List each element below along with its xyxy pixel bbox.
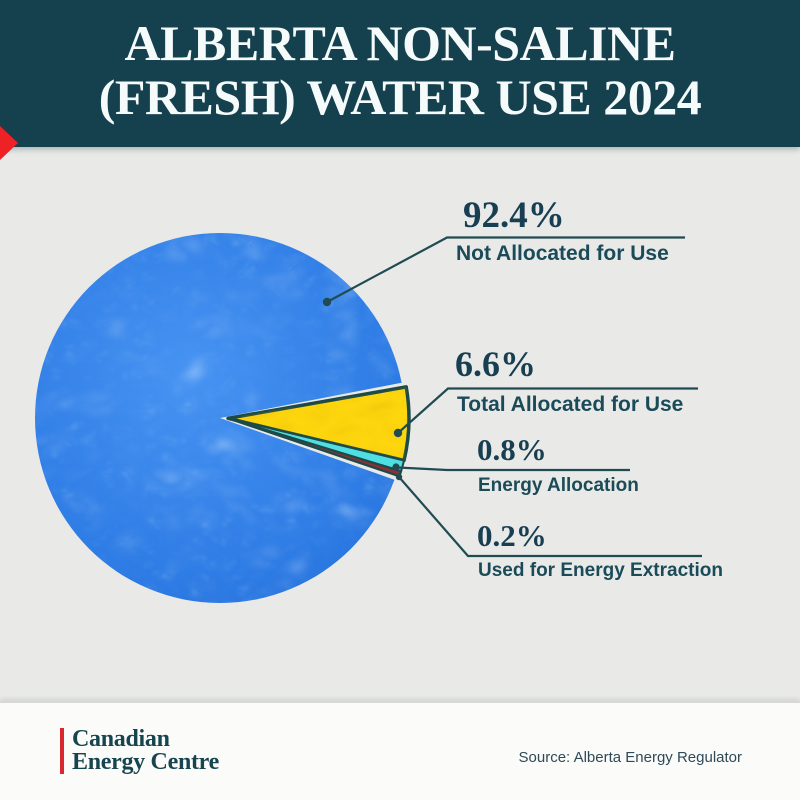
logo-line-2: Energy Centre [72,749,219,775]
page-title-line-1: ALBERTA NON-SALINE [124,15,676,71]
pct-extraction: 0.2% [477,518,547,553]
pct-not-allocated: 92.4% [463,195,565,236]
leader-lines [326,236,702,558]
leader-line-extraction [398,476,702,558]
footer: Canadian Energy Centre Source: Alberta E… [0,701,800,800]
leader-line-total-allocated [397,387,698,434]
leader-dot-total-allocated [393,428,403,438]
red-arrow-icon [0,126,18,160]
leader-dot-energy-allocation [392,463,400,471]
label-extraction: Used for Energy Extraction [478,560,723,581]
cec-logo: Canadian Energy Centre [60,726,219,775]
source-text: Source: Alberta Energy Regulator [518,749,742,766]
leader-line-energy-allocation [397,466,630,472]
leader-dot-not-allocated [322,297,332,307]
label-energy-allocation: Energy Allocation [478,475,639,496]
pct-total-allocated: 6.6% [455,344,536,384]
page-title-line-2: (FRESH) WATER USE 2024 [98,69,702,125]
leader-dot-extraction [395,473,403,481]
logo-red-bar [60,728,64,774]
leader-dots [322,297,403,481]
logo-text: Canadian Energy Centre [72,726,219,775]
leader-line-not-allocated [326,236,685,303]
logo-line-1: Canadian [72,726,170,752]
label-not-allocated: Not Allocated for Use [456,242,669,265]
label-total-allocated: Total Allocated for Use [457,393,684,416]
pct-energy-allocation: 0.8% [477,432,547,467]
header-banner: ALBERTA NON-SALINE (FRESH) WATER USE 202… [0,0,800,147]
